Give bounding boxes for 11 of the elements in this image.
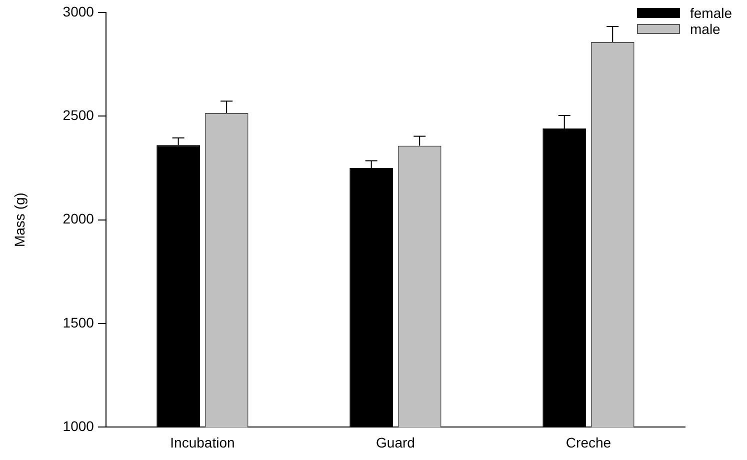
y-tick-label: 1000 [62,418,94,434]
y-axis-title: Mass (g) [11,192,28,248]
legend-label: male [690,20,721,37]
x-tick-label: Guard [376,434,415,450]
x-tick-label: Incubation [170,434,235,450]
y-tick-label: 2000 [62,210,94,227]
x-tick-label: Creche [566,434,612,450]
legend-label: female [690,4,732,21]
y-tick-label: 2500 [62,106,94,123]
y-tick-label: 3000 [62,3,94,20]
y-tick-label: 1500 [62,314,94,330]
